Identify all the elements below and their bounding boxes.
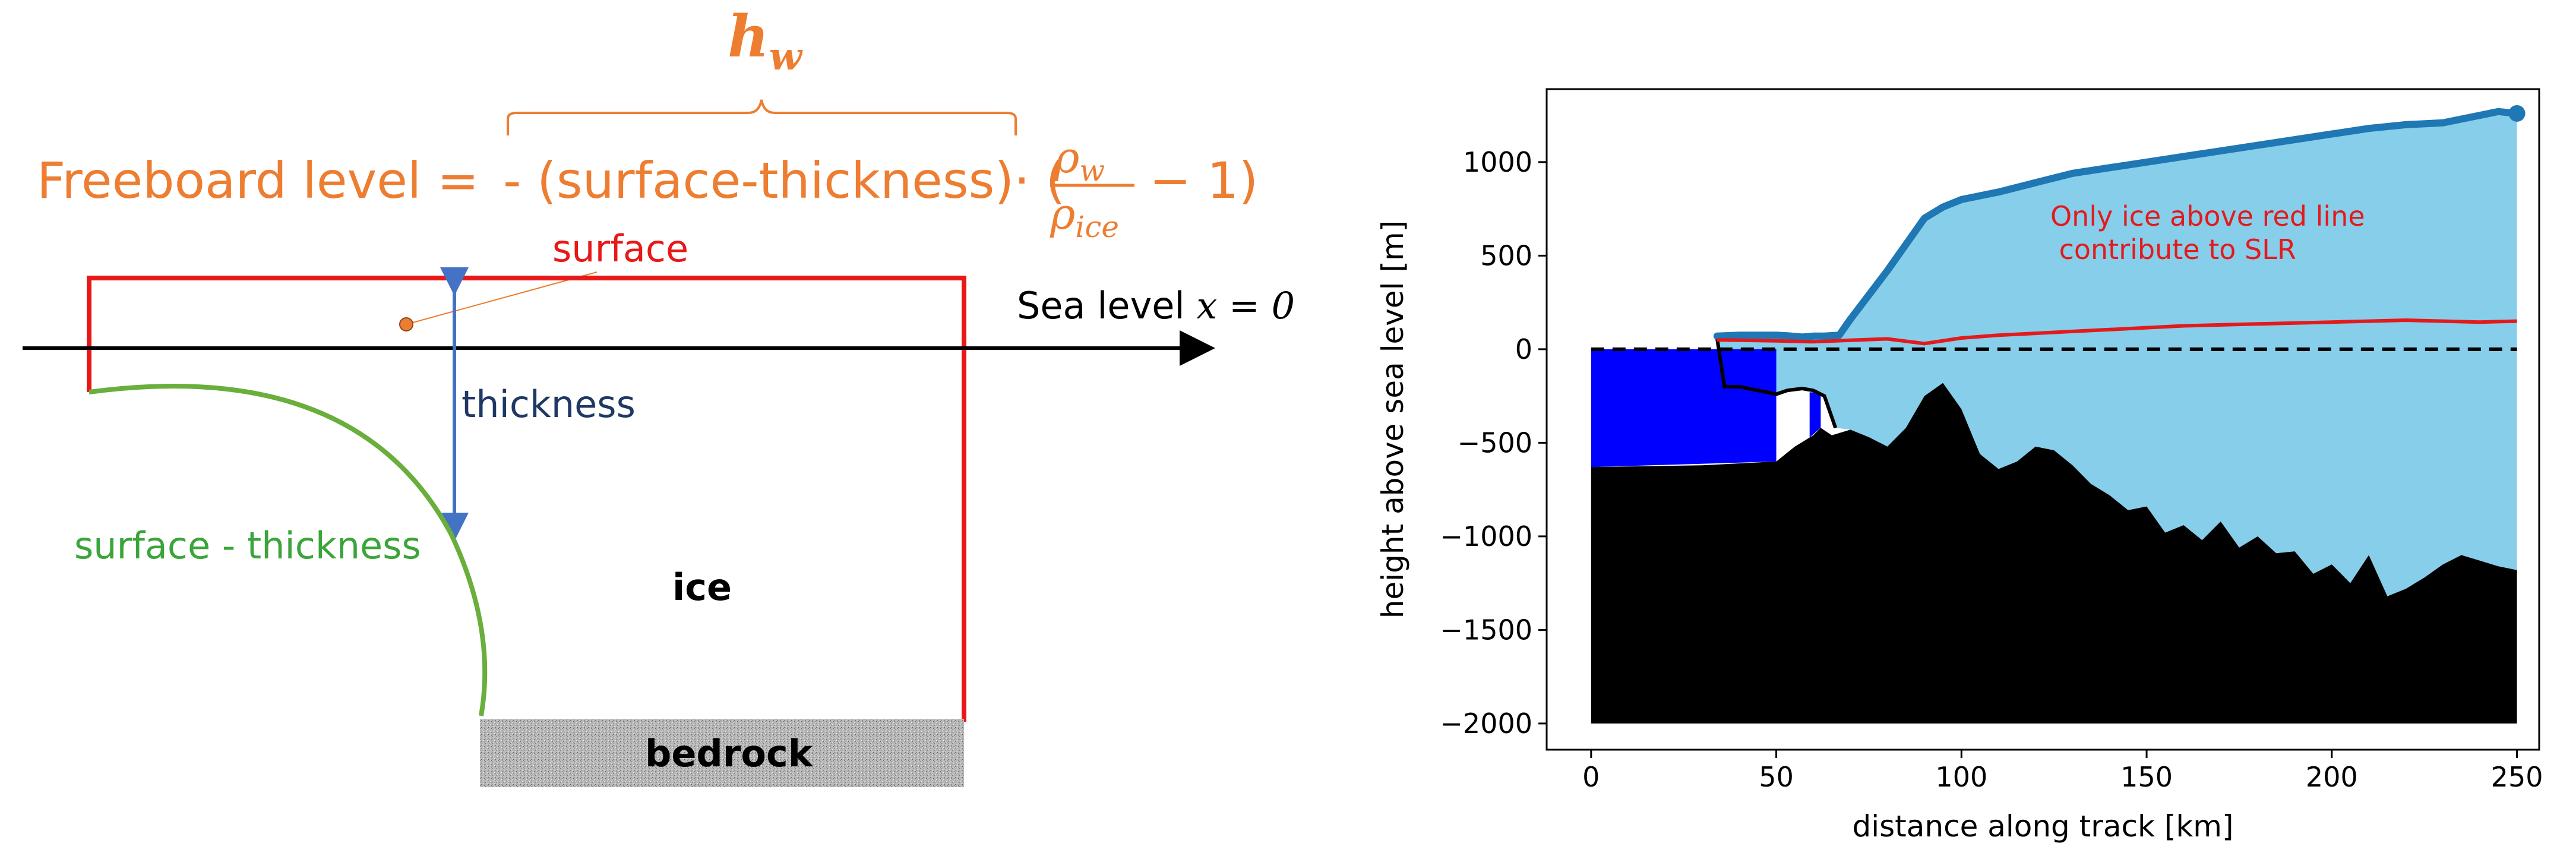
y-tick-label: 1000 [1463,146,1532,178]
water-block-1 [1809,392,1821,438]
freeboard-line [1717,318,2517,346]
formula-tail: − 1) [1149,151,1258,210]
y-tick-label: 500 [1480,239,1532,271]
y-tick-label: −1000 [1440,520,1532,552]
slr-annotation-line: contribute to SLR [2050,233,2296,266]
surface-minus-thickness-label: surface - thickness [74,524,421,567]
x-tick-label: 150 [2120,761,2173,793]
x-tick-label: 100 [1935,761,1987,793]
ice-base-line [1715,337,1838,429]
surface-point [399,317,413,331]
ice-bottom-curve [88,384,488,716]
y-tick-label: 0 [1515,333,1532,365]
x-tick-label: 200 [2306,761,2358,793]
surface-label: surface [552,227,688,270]
surface-leader-line [406,271,598,325]
y-tick-label: −1500 [1440,614,1532,646]
rho-w: ρw [1054,132,1105,188]
hw-label: hw [728,3,803,79]
sea-level-label: Sea level x = 0 [1017,284,1295,327]
slr-annotation: Only ice above red line contribute to SL… [2050,200,2365,266]
y-tick-label: −500 [1458,427,1532,459]
x-tick-label: 50 [1759,761,1794,793]
surface-line [1713,108,2521,341]
slr-annotation-line: Only ice above red line [2050,200,2365,232]
thickness-label: thickness [462,383,636,426]
ice-box [87,276,966,722]
bedrock-label: bedrock [645,732,814,775]
ice-label: ice [672,566,732,609]
x-tick-label: 0 [1582,761,1600,793]
y-tick-label: −2000 [1440,708,1532,740]
bedrock-block [480,719,964,787]
profile-chart: Only ice above red line contribute to SL… [1376,88,2543,844]
x-axis-label: distance along track [km] [1852,809,2233,844]
surface-end-marker [2508,105,2526,122]
freeboard-diagram: hw Freeboard level = - (surface-thicknes… [23,3,1295,787]
bedrock-area [1591,383,2517,724]
plot-area: Only ice above red line contribute to SL… [1591,105,2526,724]
water-block-0 [1591,349,1777,468]
freeboard-formula: Freeboard level = - (surface-thickness)·… [37,151,1065,210]
y-axis-label: height above sea level [m] [1376,220,1410,618]
hw-brace [507,99,1017,135]
x-tick-label: 250 [2491,761,2543,793]
rho-ice: ρice [1050,189,1119,244]
axes-frame [1545,88,2540,751]
